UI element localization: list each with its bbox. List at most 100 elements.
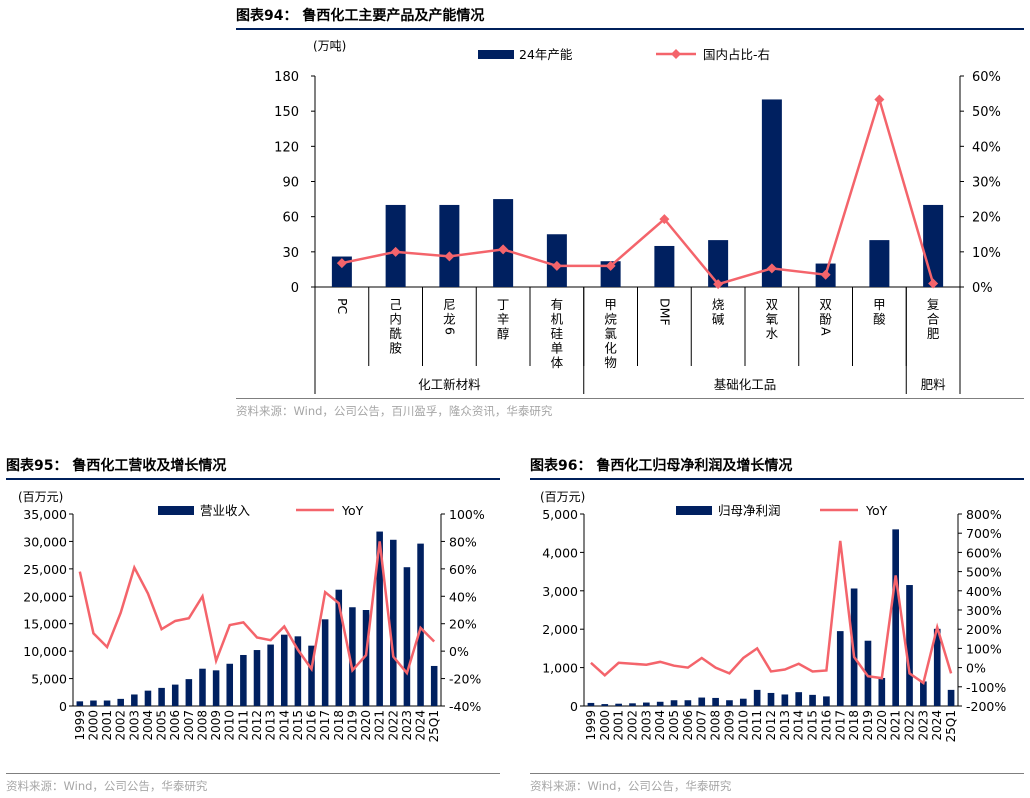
chart95-bar (144, 690, 152, 706)
chart96-category-label: 2002 (625, 710, 639, 741)
chart96-bar (906, 585, 913, 706)
chart96-bar (587, 702, 595, 706)
chart96-bar (629, 703, 636, 706)
chart95-right-tick-label: -40% (449, 699, 481, 714)
chart96-left-tick-label: 2,000 (542, 622, 578, 637)
chart96-legend-bar-label: 归母净利润 (718, 503, 781, 518)
chart96-left-tick-label: 3,000 (542, 584, 578, 599)
chart96-bar (947, 689, 955, 706)
chart96-bar (726, 700, 733, 706)
chart96-category-label: 2021 (889, 710, 903, 741)
chart94-share-point (605, 260, 616, 271)
chart96-title: 图表96： 鲁西化工归母净利润及增长情况 (530, 458, 793, 474)
chart94-category-char: 有 (551, 297, 564, 312)
chart95-category-label: 2014 (277, 710, 291, 741)
chart96-category-label: 2022 (903, 710, 917, 741)
chart94-category-char: 硅 (551, 326, 564, 341)
chart95-category-label: 2020 (359, 710, 373, 741)
chart94-share-point (874, 94, 885, 105)
chart94-bar (493, 199, 514, 287)
chart95-category-label: 2000 (86, 710, 100, 741)
chart95-yoy-line (78, 541, 436, 676)
chart96-category-label: 2010 (736, 710, 750, 741)
chart96-bar (656, 701, 664, 706)
chart95-bar (390, 539, 397, 706)
chart95-category-label: 2018 (332, 710, 346, 741)
chart94-right-tick-label: 40% (972, 140, 1001, 155)
chart96-bar (739, 698, 747, 706)
chart94-category-char: 丁 (497, 297, 510, 312)
chart94-category-char: 甲 (604, 297, 617, 312)
chart94-category-label: 烧碱 (712, 297, 725, 327)
chart94-right-tick-label: 30% (972, 176, 1001, 191)
chart94-category-char: 烧 (712, 297, 725, 312)
chart94-right-tick-label: 10% (972, 246, 1001, 261)
chart94-category-latin: PC (335, 298, 350, 315)
chart94-category-char: 烷 (604, 312, 617, 327)
chart96-category-label: 2015 (806, 710, 820, 741)
chart95-bar (308, 645, 315, 706)
chart94-bar (331, 256, 352, 287)
chart96-bar (781, 694, 789, 706)
chart95-source: 资料来源：Wind，公司公告，华泰研究 (6, 779, 208, 793)
chart95-category-label: 2001 (100, 710, 114, 741)
chart95-category-label: 2015 (291, 710, 305, 741)
chart96-bar (892, 529, 899, 706)
chart96-title-rule (530, 478, 1024, 480)
chart94-category-label: 复合肥 (927, 297, 940, 341)
chart96-yoy-line (590, 540, 953, 686)
chart95-right-tick-label: 20% (449, 617, 477, 632)
chart94-category-char: 双 (819, 297, 832, 312)
chart96-category-label: 2023 (916, 710, 930, 741)
chart94-category-char: 尼 (443, 297, 456, 312)
chart95-category-label: 2002 (114, 710, 128, 741)
chart94-share-point (820, 269, 831, 280)
chart95-bar (76, 701, 84, 706)
chart95-legend-bar-label: 营业收入 (200, 503, 251, 518)
chart95-right-tick-label: 40% (449, 589, 477, 604)
chart94-left-tick-label: 180 (274, 70, 299, 85)
chart96-right-tick-label: 800% (966, 507, 1002, 522)
chart96-category-label: 2008 (709, 710, 723, 741)
chart96-category-label: 2011 (750, 710, 764, 741)
chart94-bar (761, 99, 782, 287)
chart96-bar (670, 700, 678, 706)
chart96-category-label: 2012 (764, 710, 778, 741)
chart94-share-point (498, 244, 509, 255)
chart94-source: 资料来源：Wind，公司公告，百川盈孚，隆众资讯，华泰研究 (236, 404, 553, 418)
chart94-category-char: 醇 (497, 326, 510, 341)
chart94-category-char: 物 (604, 355, 617, 370)
chart96-bar (933, 628, 941, 706)
chart96-right-tick-label: 600% (966, 545, 1002, 560)
chart95-left-tick-label: 35,000 (23, 507, 67, 522)
chart95-category-label: 2016 (305, 710, 319, 741)
chart95-left-tick-label: 25,000 (23, 562, 67, 577)
chart95-bar (321, 619, 329, 706)
chart95-category-label: 2012 (250, 710, 264, 741)
chart96-bar (920, 681, 927, 706)
chart95-left-tick-label: 5,000 (31, 672, 67, 687)
chart94-legend-bar-label: 24年产能 (519, 47, 573, 62)
chart96-category-label: 2007 (695, 710, 709, 741)
chart96-category-label: 25Q1 (944, 710, 958, 742)
chart96-category-label: 2006 (681, 710, 695, 741)
chart94-category-char: 酰 (389, 326, 402, 341)
chart94-share-point (336, 258, 347, 269)
chart94-category-char: 体 (551, 355, 564, 370)
chart95-bar (171, 684, 179, 706)
chart94-share-point (390, 246, 401, 257)
chart94-category-char: 甲 (873, 297, 886, 312)
chart94-bar (654, 245, 675, 287)
chart96-right-tick-label: -200% (966, 699, 1006, 714)
chart95-bar (90, 700, 97, 706)
chart95-category-label: 25Q1 (427, 710, 441, 742)
chart94-category-label: 双酚A (819, 297, 834, 336)
chart95-bar (267, 644, 274, 706)
chart94-category-char: 单 (551, 341, 564, 356)
chart94-category-latin: DMF (657, 298, 672, 326)
chart96-bar (795, 692, 803, 706)
chart95-right-tick-label: 80% (449, 534, 477, 549)
